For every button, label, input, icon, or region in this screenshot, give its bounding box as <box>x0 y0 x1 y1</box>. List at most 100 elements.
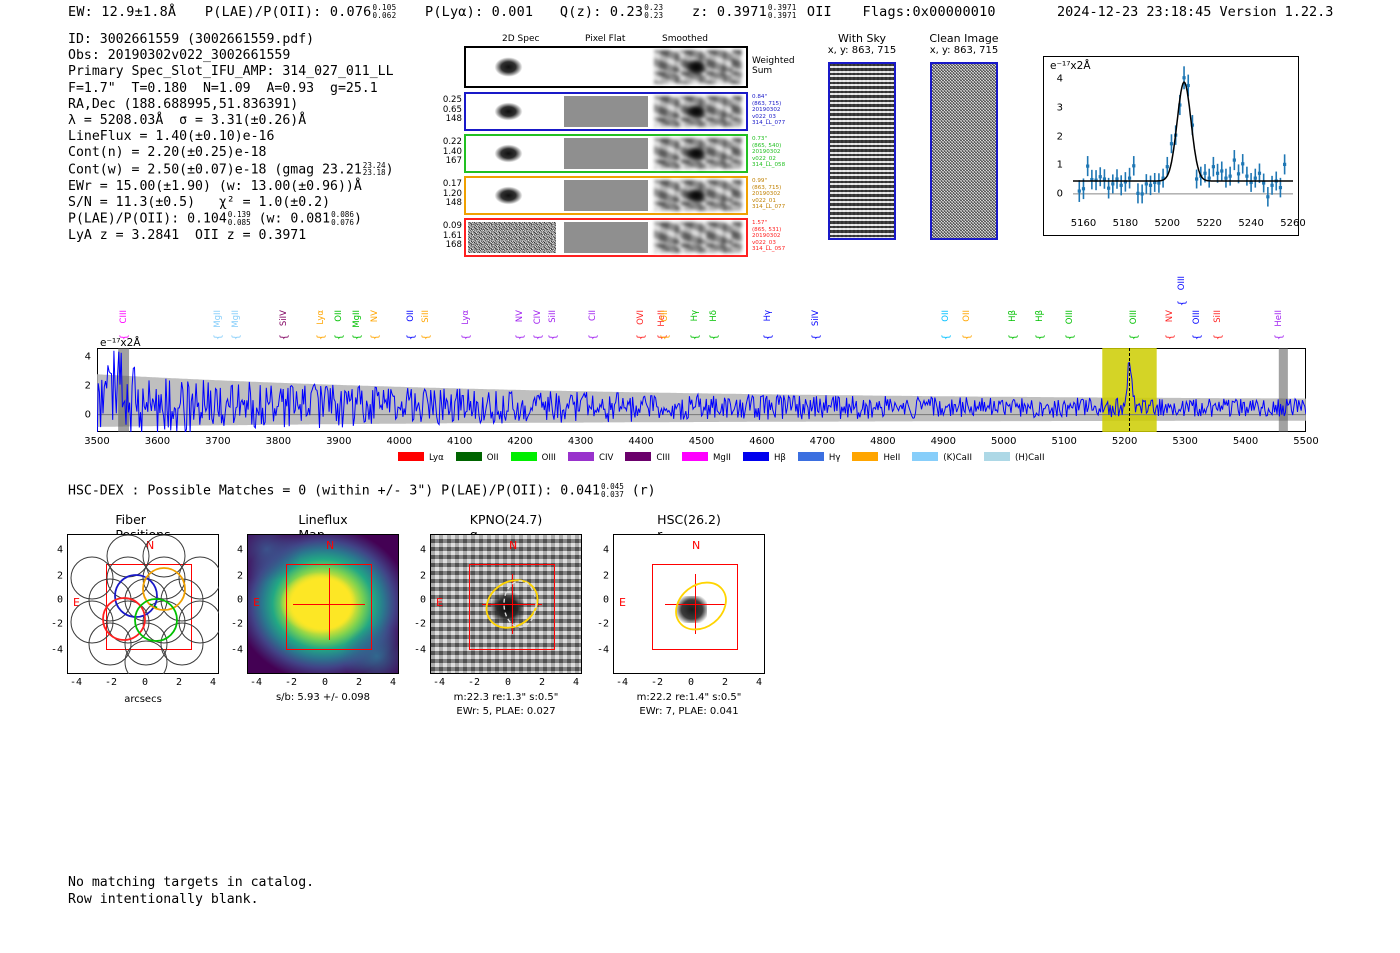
ytick-label: 4 <box>1056 73 1063 85</box>
legend-item: OIII <box>510 452 556 463</box>
panel-smoothed <box>653 180 742 211</box>
info-plae: P(LAE)/P(OII): 0.104 <box>68 211 227 227</box>
info-id: ID: 3002661559 (3002661559.pdf) <box>68 32 315 47</box>
plae-poii-header: P(LAE)/P(OII): 0.076 <box>204 4 372 20</box>
panel-2dspec <box>468 50 557 84</box>
info-plae-lo: 0.085 <box>227 217 251 227</box>
legend-label: Lyα <box>429 453 444 463</box>
xtick-label: 5220 <box>1196 218 1222 229</box>
emission-line-label: SiIV <box>279 310 290 327</box>
panel-2dspec <box>468 138 557 169</box>
emission-line-brace: { <box>370 334 382 341</box>
info-cont-w-hi: 23.24 <box>362 160 386 170</box>
info-conditions: F=1.7" T=0.180 N=1.09 A=0.93 g=25.1 <box>68 80 378 96</box>
row-right-meta: 0.84" (863, 715) 20190302 v022_03 314_LL… <box>752 94 786 127</box>
cutout-coords: x, y: 863, 715 <box>929 45 999 56</box>
compass-e: E <box>253 596 260 609</box>
info-plae-w-lo: 0.076 <box>331 217 354 227</box>
panel-smoothed <box>653 138 742 169</box>
emission-line-brace: { <box>941 334 953 341</box>
ytick-label: 2 <box>1056 131 1063 143</box>
emission-line-label: Hγ <box>690 310 701 322</box>
emission-line-brace: { <box>708 334 720 341</box>
spec2d-row <box>464 134 748 173</box>
flags-value: Flags:0x00000010 <box>862 4 996 20</box>
legend-label: OIII <box>541 453 556 463</box>
emission-line-brace: { <box>333 334 345 341</box>
legend-label: HeII <box>883 453 901 463</box>
legend-swatch <box>742 452 769 461</box>
legend-item: Lyα <box>398 452 444 463</box>
emission-line-label: SiII <box>421 310 432 323</box>
legend-label: OII <box>486 453 499 463</box>
emission-line-brace: { <box>533 334 545 341</box>
emission-line-label: Hγ <box>762 310 773 322</box>
row-left-values: 0.09 1.61 168 <box>442 221 462 251</box>
row-right-meta: 0.99" (863, 715) 20190302 v022_01 314_LL… <box>752 178 786 211</box>
center-marker-v <box>512 574 513 634</box>
emission-line-plot: e⁻¹⁷x2Å 5160 5180 5200 5220 5240 5260 0 1 2 3 4 <box>1043 56 1306 236</box>
plae-poii-lo: 0.062 <box>372 11 397 20</box>
legend-swatch <box>852 452 879 461</box>
footer-note: No matching targets in catalog. Row inte… <box>68 874 314 908</box>
hsc-dex-lo: 0.037 <box>600 489 624 499</box>
legend-label: Hβ <box>773 453 786 463</box>
emission-line-label: OIII <box>1065 310 1076 325</box>
ytick-label: 2 <box>84 380 91 392</box>
xtick-label: 5180 <box>1112 218 1139 229</box>
ytick-label: 0 <box>1056 188 1063 200</box>
footer-line-1: No matching targets in catalog. <box>68 875 315 890</box>
spec2d-panel: 2D Spec Pixel Flat Smoothed Weighted Sum… <box>440 34 795 257</box>
panel-caption: EWr: 5, PLAE: 0.027 <box>456 706 556 717</box>
emission-line-brace: { <box>1192 334 1204 341</box>
panel-2dspec <box>468 180 557 211</box>
legend-item: OII <box>455 452 499 463</box>
xtick-label: 5400 <box>1232 436 1259 447</box>
legend-swatch <box>510 452 537 461</box>
legend-item: Hβ <box>742 452 786 463</box>
compass-e: E <box>436 596 443 609</box>
xtick-label: 5000 <box>991 436 1017 447</box>
timestamp-version: 2024-12-23 23:18:45 Version 1.22.3 <box>1057 4 1334 20</box>
legend-label: CIII <box>656 453 670 463</box>
legend-item: (K)CaII <box>912 452 972 463</box>
xtick-label: 4300 <box>567 436 594 447</box>
emission-line-label: Hβ <box>1035 310 1046 322</box>
legend-item: CIII <box>625 452 670 463</box>
panel-2dspec <box>468 96 557 127</box>
legend-swatch <box>682 452 708 461</box>
qz-value: Q(z): 0.23 <box>559 4 644 20</box>
info-cont-n: Cont(n) = 2.20(±0.25)e-18 <box>68 145 267 161</box>
xtick-label: 5260 <box>1280 218 1306 229</box>
legend-item: Hγ <box>797 452 840 463</box>
info-cont-w-lo: 23.18 <box>362 168 386 178</box>
row-right-meta: 0.73" (865, 540) 20190302 v022_02 314_LL… <box>752 136 786 169</box>
emission-line-label: Lyα <box>315 310 326 325</box>
hsc-dex-hi: 0.045 <box>600 482 624 491</box>
emission-line-label: OIII <box>1192 310 1203 325</box>
compass-e: E <box>619 596 626 609</box>
cutout-title: With Sky <box>838 32 886 45</box>
xtick-label: 5160 <box>1070 218 1097 229</box>
emission-line-brace: { <box>421 334 433 341</box>
emission-line-label: Hδ <box>708 310 719 322</box>
col-header-2dspec: 2D Spec <box>502 34 540 44</box>
panel-caption: m:22.2 re:1.4" s:0.5" <box>636 692 742 703</box>
info-lineflux: LineFlux = 1.40(±0.10)e-16 <box>68 129 275 145</box>
emission-line-brace: { <box>762 334 774 341</box>
emission-line-brace: { <box>279 334 291 341</box>
cutout-title: Clean Image <box>929 32 999 45</box>
compass-n: N <box>146 539 155 552</box>
legend-swatch <box>567 452 594 461</box>
info-cont-w-tail: ) <box>385 162 394 178</box>
panel-smoothed <box>653 50 742 84</box>
xtick-label: 4600 <box>749 436 775 447</box>
panel-pixelflat <box>564 50 648 84</box>
xtick-label: 5100 <box>1051 436 1077 447</box>
emission-line-brace: { <box>660 334 672 341</box>
legend-swatch <box>983 452 1010 461</box>
xtick-label: 5200 <box>1111 436 1138 447</box>
xtick-label: 5300 <box>1172 436 1198 447</box>
legend-item: MgII <box>682 452 731 463</box>
info-cont-w: Cont(w) = 2.50(±0.07)e-18 (gmag 23.21 <box>68 162 362 178</box>
